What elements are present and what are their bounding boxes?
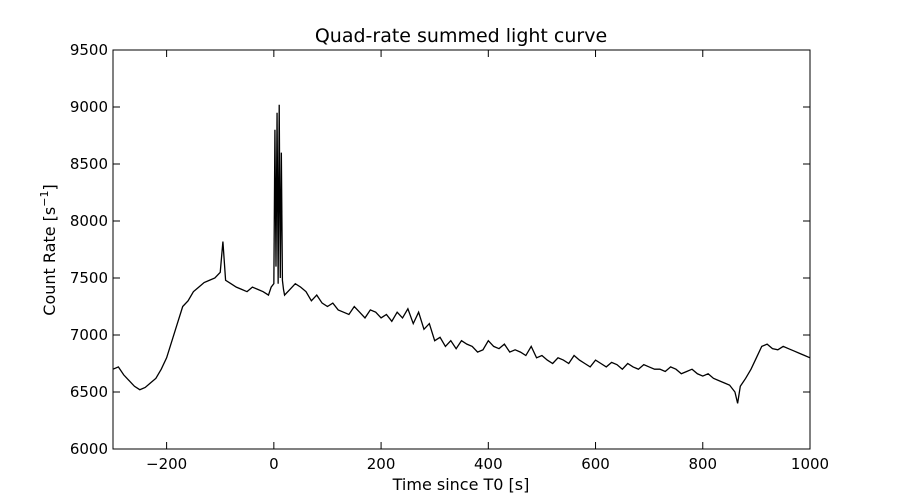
x-axis-label: Time since T0 [s] (392, 475, 530, 494)
chart-title: Quad-rate summed light curve (315, 25, 607, 47)
y-tick-label: 6500 (70, 383, 108, 401)
y-tick-labels: 6000 6500 7000 7500 8000 8500 9000 9500 (70, 41, 108, 458)
x-tick-labels: −200 0 200 400 600 800 1000 (146, 455, 829, 473)
y-tick-label: 8500 (70, 155, 108, 173)
y-axis-label: Count Rate [s−1] (38, 184, 59, 315)
y-tick-label: 7500 (70, 269, 108, 287)
x-tick-label: 200 (367, 455, 396, 473)
x-tick-label: 800 (688, 455, 717, 473)
y-axis-label-end: ] (40, 184, 59, 190)
y-axis-label-exponent: −1 (38, 191, 51, 207)
y-tick-label: 9500 (70, 41, 108, 59)
plot-area-frame (112, 49, 811, 450)
x-tick-label: 600 (581, 455, 610, 473)
y-tick-label: 6000 (70, 440, 108, 458)
y-tick-label: 7000 (70, 326, 108, 344)
y-tick-label: 9000 (70, 98, 108, 116)
y-tick-label: 8000 (70, 212, 108, 230)
x-tick-label: 0 (269, 455, 279, 473)
x-tick-label: 400 (474, 455, 503, 473)
y-axis-label-main: Count Rate [s (40, 207, 59, 316)
light-curve-series-line (112, 104, 811, 404)
x-tick-label: 1000 (791, 455, 829, 473)
axis-ticks (113, 49, 811, 450)
x-tick-label: −200 (146, 455, 187, 473)
